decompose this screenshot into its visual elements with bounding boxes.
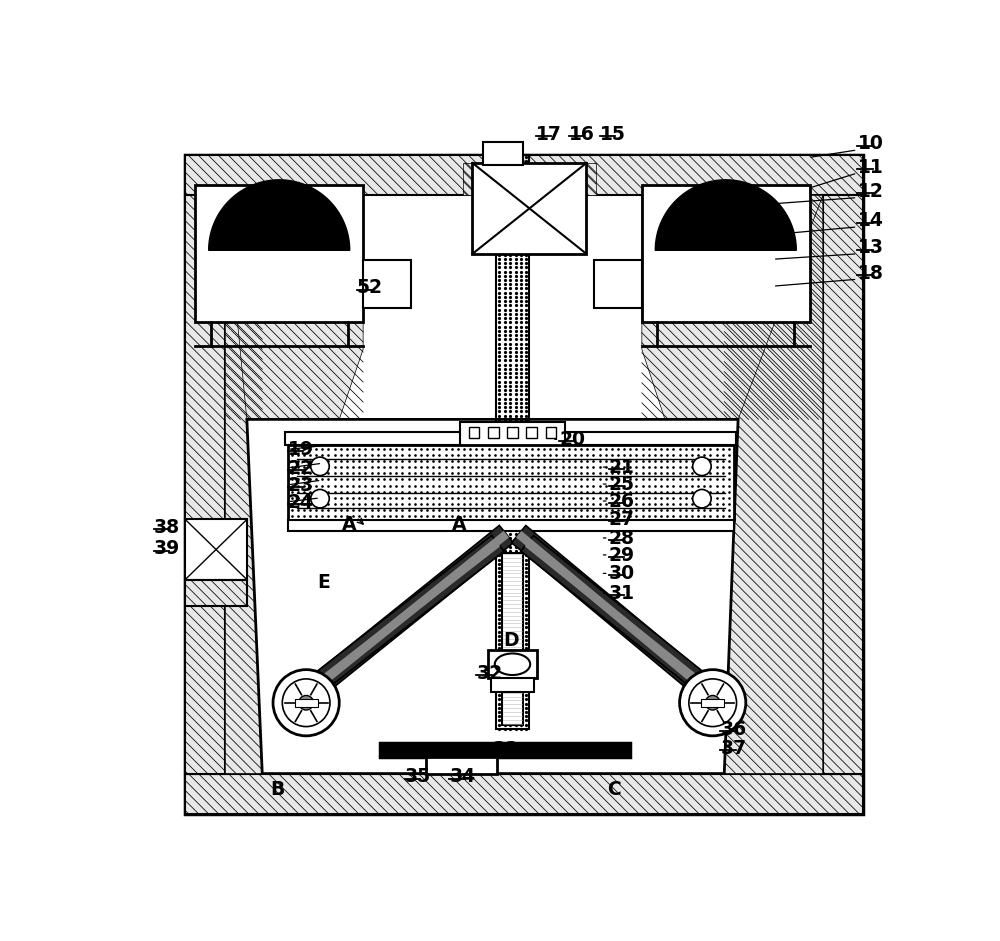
Bar xyxy=(491,678,534,692)
Text: 11: 11 xyxy=(857,157,883,177)
Text: 33: 33 xyxy=(492,741,519,759)
Bar xyxy=(594,260,642,308)
Bar xyxy=(496,155,529,729)
Text: 16: 16 xyxy=(569,125,595,144)
Polygon shape xyxy=(185,774,863,814)
Text: 24: 24 xyxy=(288,492,314,512)
Bar xyxy=(642,184,810,322)
Text: 37: 37 xyxy=(720,739,747,758)
Polygon shape xyxy=(521,535,728,708)
Bar xyxy=(380,742,630,757)
Text: 38: 38 xyxy=(154,518,180,537)
Text: E: E xyxy=(317,573,330,593)
Bar xyxy=(295,699,318,707)
Text: 23: 23 xyxy=(288,475,314,495)
Polygon shape xyxy=(516,531,700,686)
Text: 10: 10 xyxy=(857,135,883,153)
Text: 18: 18 xyxy=(857,263,883,283)
Circle shape xyxy=(705,695,720,710)
Polygon shape xyxy=(655,180,796,250)
Circle shape xyxy=(693,457,711,475)
Bar xyxy=(472,163,586,254)
Polygon shape xyxy=(512,525,704,692)
Circle shape xyxy=(311,489,329,508)
Polygon shape xyxy=(642,196,823,420)
Bar xyxy=(502,552,523,726)
Circle shape xyxy=(693,489,711,508)
Text: 28: 28 xyxy=(609,529,635,548)
Text: A: A xyxy=(342,515,356,534)
Text: 36: 36 xyxy=(720,720,747,739)
Text: 25: 25 xyxy=(609,475,635,494)
Text: 52: 52 xyxy=(357,279,383,297)
Text: 17: 17 xyxy=(536,125,561,144)
Text: A: A xyxy=(452,515,466,534)
Bar xyxy=(507,427,518,438)
Circle shape xyxy=(689,678,737,726)
Text: 31: 31 xyxy=(609,584,635,603)
Polygon shape xyxy=(185,580,247,607)
Polygon shape xyxy=(295,540,500,703)
Polygon shape xyxy=(247,420,738,774)
Text: 27: 27 xyxy=(609,510,635,529)
Bar xyxy=(526,427,537,438)
Bar xyxy=(225,196,823,774)
Text: 21: 21 xyxy=(609,458,635,477)
Bar xyxy=(488,427,499,438)
Polygon shape xyxy=(525,540,724,703)
Bar xyxy=(288,520,734,531)
Polygon shape xyxy=(185,196,225,774)
Text: 30: 30 xyxy=(609,565,635,583)
Circle shape xyxy=(680,670,746,736)
Text: 20: 20 xyxy=(559,430,585,449)
Circle shape xyxy=(273,670,339,736)
Text: D: D xyxy=(503,631,519,650)
Polygon shape xyxy=(209,180,350,250)
Text: 39: 39 xyxy=(154,539,180,559)
Polygon shape xyxy=(225,196,363,420)
Circle shape xyxy=(311,457,329,475)
Bar xyxy=(483,142,523,166)
Text: 15: 15 xyxy=(600,125,625,144)
Bar xyxy=(488,650,537,678)
Circle shape xyxy=(282,678,330,726)
Ellipse shape xyxy=(495,653,530,675)
Circle shape xyxy=(299,695,313,710)
Bar xyxy=(460,422,565,454)
Polygon shape xyxy=(185,155,863,196)
Text: 34: 34 xyxy=(449,768,475,787)
Text: 13: 13 xyxy=(857,238,883,258)
Polygon shape xyxy=(463,163,596,196)
Bar xyxy=(426,757,497,774)
Polygon shape xyxy=(315,525,513,692)
Bar xyxy=(185,155,863,814)
Text: 19: 19 xyxy=(288,440,314,459)
Text: 29: 29 xyxy=(609,546,635,565)
Text: 32: 32 xyxy=(476,664,502,683)
Bar xyxy=(363,260,411,308)
Bar xyxy=(701,699,724,707)
Bar xyxy=(285,433,736,445)
Polygon shape xyxy=(823,196,863,774)
Text: 12: 12 xyxy=(857,183,883,201)
Polygon shape xyxy=(724,196,823,774)
Polygon shape xyxy=(225,196,262,774)
Bar xyxy=(469,427,479,438)
Text: 35: 35 xyxy=(405,768,431,787)
Polygon shape xyxy=(319,531,509,686)
Bar xyxy=(195,184,363,322)
Polygon shape xyxy=(291,535,504,708)
Text: 26: 26 xyxy=(609,492,635,511)
Text: 22: 22 xyxy=(288,458,314,478)
Bar xyxy=(288,445,734,520)
Text: 14: 14 xyxy=(857,212,883,231)
Text: B: B xyxy=(271,780,285,799)
Bar xyxy=(185,519,247,580)
Bar xyxy=(546,427,556,438)
Text: C: C xyxy=(607,780,621,799)
